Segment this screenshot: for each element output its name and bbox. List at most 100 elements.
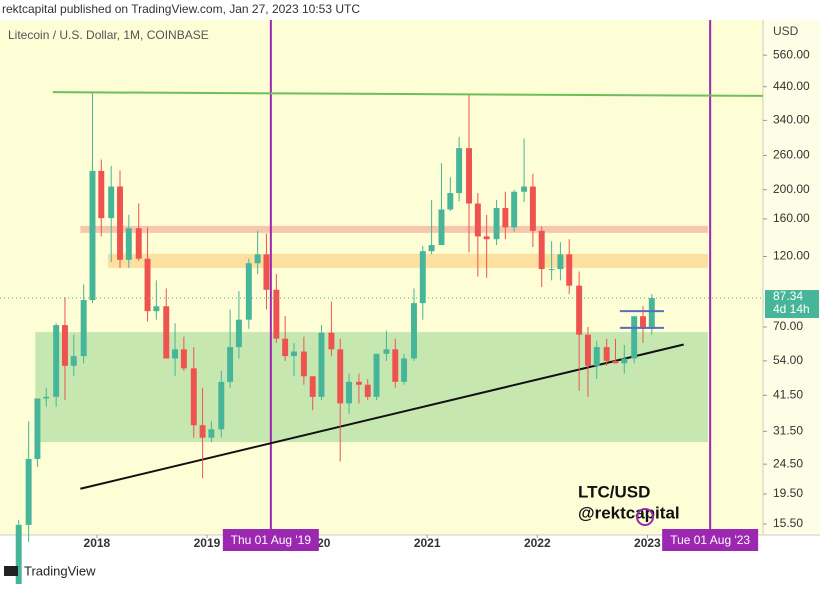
watermark: LTC/USD [578, 482, 650, 501]
candle-body [98, 170, 105, 219]
y-tick-label: 260.00 [773, 148, 810, 162]
time-label: Thu 01 Aug '19 [222, 529, 319, 551]
y-tick-label: 70.00 [773, 319, 803, 333]
candle-body [566, 254, 573, 286]
candle-body [125, 228, 132, 260]
y-axis-label: USD [773, 24, 799, 38]
zone [107, 253, 708, 268]
candle-body [117, 186, 123, 260]
trend-line [52, 91, 764, 97]
candle-body [640, 316, 646, 329]
candle-body [34, 398, 41, 459]
candle-body [584, 334, 591, 366]
candle-body [61, 325, 68, 366]
candle-body [483, 236, 490, 240]
candle-body [383, 349, 390, 354]
candle-body [25, 458, 32, 525]
y-tick-label: 54.00 [773, 353, 803, 367]
candle-body [401, 358, 408, 382]
candle-body [612, 360, 619, 364]
candle-body [15, 524, 22, 589]
candle-body [135, 228, 142, 259]
trend-line [80, 343, 684, 490]
candle-body [355, 381, 362, 385]
candle-body [227, 347, 234, 382]
candle-body [502, 207, 509, 228]
candle-body [474, 203, 481, 237]
price-label: 87.34 [773, 289, 803, 303]
candle-body [548, 269, 555, 271]
candle-body [346, 381, 352, 404]
plot-area [0, 20, 763, 535]
candle-body [163, 306, 170, 359]
candle-body [318, 332, 325, 397]
candle-body [218, 381, 225, 430]
candle-body [538, 230, 545, 270]
candle-body [529, 186, 536, 231]
candle-body [43, 396, 50, 399]
y-tick-label: 15.50 [773, 516, 803, 530]
header: rektcapital published on TradingView.com… [2, 2, 360, 16]
candle-body [53, 325, 60, 397]
candle-body [493, 207, 500, 240]
candle-body [282, 338, 289, 357]
candle-body [576, 285, 583, 335]
candle-body [273, 289, 280, 339]
candle-body [603, 347, 610, 361]
candle-body [373, 353, 380, 397]
y-tick-label: 31.50 [773, 423, 803, 437]
y-axis-area [763, 20, 820, 535]
x-tick-label: 2018 [84, 536, 111, 550]
time-label-bg [222, 529, 319, 551]
candle-body [263, 254, 270, 290]
candle-body [631, 316, 638, 359]
countdown-label: 4d 14h [773, 302, 810, 316]
candle-body [199, 425, 206, 438]
y-tick-label: 160.00 [773, 211, 810, 225]
x-tick-label: 2022 [524, 536, 551, 550]
x-tick-label: 2019 [194, 536, 221, 550]
y-tick-label: 200.00 [773, 182, 810, 196]
candle-body [392, 349, 399, 382]
footer: TradingView [24, 563, 96, 578]
x-tick-label: 2021 [414, 536, 441, 550]
candle-body [144, 258, 151, 312]
candle-body [328, 332, 335, 350]
time-label-bg [662, 529, 759, 551]
chart-title: Litecoin / U.S. Dollar, 1M, COINBASE [8, 28, 209, 42]
y-tick-label: 24.50 [773, 456, 803, 470]
candle-body [428, 245, 435, 252]
logo-icon [636, 508, 654, 526]
time-label: Tue 01 Aug '23 [662, 529, 759, 551]
candle-body [447, 193, 454, 210]
x-tick-label: 2023 [634, 536, 661, 550]
candle-body [438, 209, 445, 246]
candle-body [337, 349, 344, 404]
candle-body [419, 251, 426, 304]
price-label-bg [765, 290, 819, 319]
candle-body [89, 170, 96, 301]
logo-icon [4, 566, 18, 576]
y-tick-label: 560.00 [773, 47, 810, 61]
candle-body [180, 349, 187, 369]
candle-body [621, 358, 628, 364]
candle-body [153, 306, 160, 312]
candle-body [309, 376, 316, 397]
plot [0, 20, 764, 589]
candle-body [511, 191, 518, 228]
zone [80, 225, 708, 233]
candle-body [190, 368, 197, 426]
candle-body [172, 349, 179, 359]
candle-body [300, 351, 307, 377]
time-label-text: Tue 01 Aug '23 [670, 533, 750, 547]
y-tick-label: 41.50 [773, 387, 803, 401]
candle-body [456, 148, 463, 194]
candle-body [521, 186, 528, 192]
candle-body [80, 300, 87, 357]
watermark: @rektcapital [578, 503, 680, 522]
candle-body [648, 298, 655, 329]
y-tick-label: 340.00 [773, 113, 810, 127]
candle-body [364, 384, 371, 397]
y-tick-label: 120.00 [773, 249, 810, 263]
